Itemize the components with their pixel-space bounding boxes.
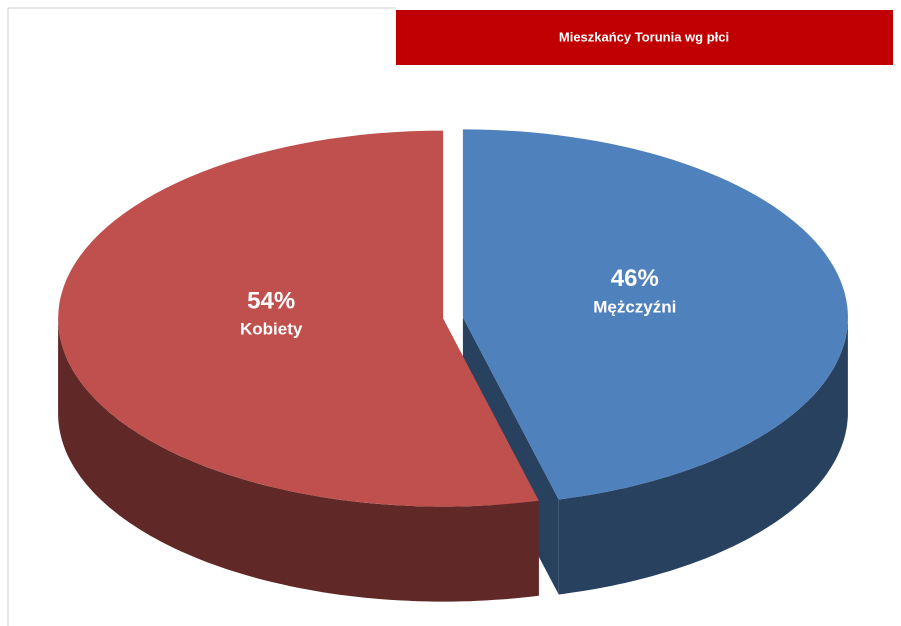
slice-wall	[58, 318, 539, 602]
pie-slice	[462, 129, 848, 500]
pie-slice	[58, 130, 539, 507]
chart-title: Mieszkańcy Torunia wg płci	[559, 29, 729, 44]
value-label: 46%	[611, 265, 659, 292]
pie-labels: 54% Kobiety 46% Mężczyźni	[240, 265, 676, 339]
title-banner	[396, 10, 893, 65]
pie-tops	[58, 129, 848, 507]
category-label: Mężczyźni	[593, 297, 676, 316]
category-label: Kobiety	[240, 320, 303, 339]
value-label: 54%	[247, 288, 295, 315]
slice-wall	[558, 317, 848, 595]
